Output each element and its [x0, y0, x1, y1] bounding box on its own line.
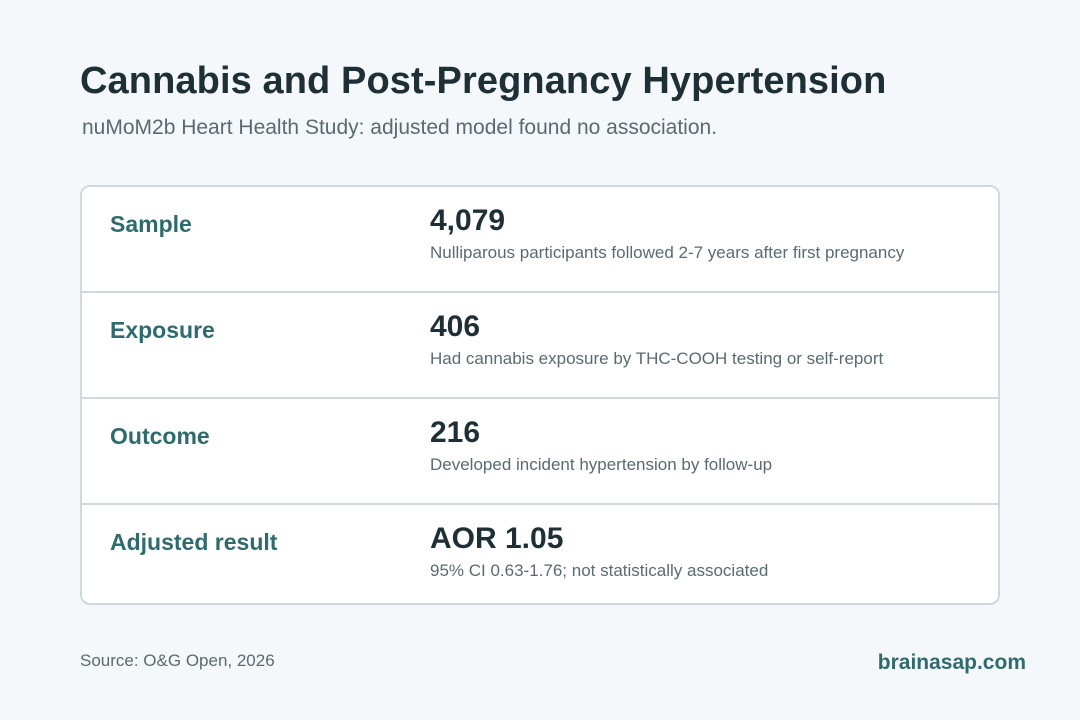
row-label: Outcome	[110, 423, 210, 449]
row-value: 4,079	[430, 204, 506, 237]
row-value: AOR 1.05	[430, 522, 564, 555]
summary-row-sample: Sample 4,079 Nulliparous participants fo…	[82, 187, 998, 293]
row-value: 216	[430, 416, 481, 449]
row-description: Had cannabis exposure by THC-COOH testin…	[430, 349, 884, 368]
summary-row-exposure: Exposure 406 Had cannabis exposure by TH…	[82, 293, 998, 399]
row-value: 406	[430, 310, 481, 343]
study-summary-card: Sample 4,079 Nulliparous participants fo…	[80, 185, 1000, 605]
source-citation: Source: O&G Open, 2026	[80, 651, 275, 670]
row-description: Nulliparous participants followed 2-7 ye…	[430, 243, 905, 262]
page-title: Cannabis and Post-Pregnancy Hypertension	[80, 60, 887, 102]
row-description: 95% CI 0.63-1.76; not statistically asso…	[430, 561, 769, 580]
row-description: Developed incident hypertension by follo…	[430, 455, 773, 474]
page-subtitle: nuMoM2b Heart Health Study: adjusted mod…	[82, 116, 718, 139]
row-label: Adjusted result	[110, 529, 278, 555]
row-label: Exposure	[110, 317, 215, 343]
row-label: Sample	[110, 211, 192, 237]
summary-row-outcome: Outcome 216 Developed incident hypertens…	[82, 399, 998, 505]
summary-row-adjusted-result: Adjusted result AOR 1.05 95% CI 0.63-1.7…	[82, 505, 998, 603]
brand-link[interactable]: brainasap.com	[877, 651, 1026, 674]
